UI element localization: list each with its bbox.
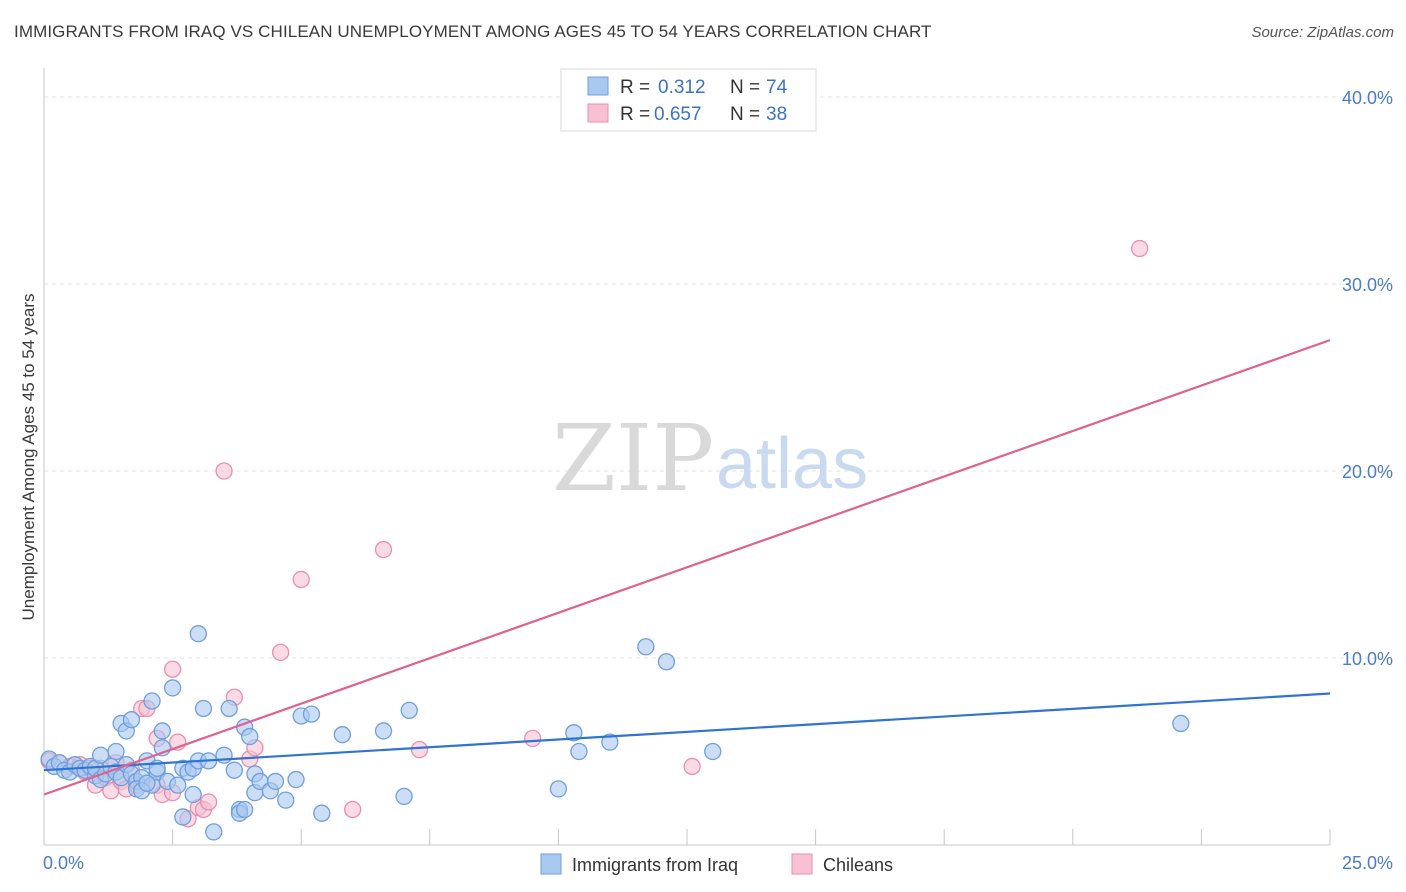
iraq-point-27 [122, 711, 141, 729]
watermark-zip: ZIP [552, 405, 714, 512]
trend-layer [43, 339, 1331, 796]
iraq-point-74 [637, 638, 655, 656]
iraq-point-36 [163, 679, 182, 697]
x-tick-labels: 0.0% 25.0% [43, 853, 1393, 873]
chilean-point-32 [292, 570, 310, 589]
correlation-legend: R = 0.312 N = 74 R = 0.657 N = 38 [560, 68, 817, 132]
chilean-point-35 [410, 740, 429, 759]
iraq-point-33 [153, 722, 171, 740]
chart-title: IMMIGRANTS FROM IRAQ VS CHILEAN UNEMPLOY… [14, 22, 932, 41]
iraq-point-47 [205, 823, 223, 841]
iraq-point-55 [241, 727, 259, 746]
iraq-point-49 [220, 699, 238, 718]
x-tick-label-1: 25.0% [1342, 853, 1393, 873]
legend-r-value-1: 0.312 [658, 77, 706, 98]
iraq-point-31 [143, 692, 161, 710]
iraq-point-50 [225, 761, 243, 779]
chart-source: Source: ZipAtlas.com [1251, 24, 1394, 41]
bottom-legend-swatch-chileans [791, 853, 813, 875]
legend-swatch-pink [587, 103, 609, 123]
legend-n-value-1: 74 [766, 77, 788, 98]
chilean-point-36 [524, 729, 542, 748]
bottom-legend-swatch-iraq [540, 853, 562, 875]
iraq-point-67 [374, 722, 393, 740]
iraq-point-54 [235, 800, 254, 819]
legend-n-label-2: N = [730, 104, 760, 125]
iraq-point-24 [107, 742, 125, 761]
y-tick-label-2: 30.0% [1342, 275, 1393, 295]
chilean-point-20 [163, 660, 182, 678]
y-tick-label-3: 40.0% [1342, 88, 1393, 108]
points-layer [40, 239, 1190, 841]
y-tick-label-0: 10.0% [1342, 649, 1393, 669]
legend-n-label-1: N = [730, 77, 760, 98]
iraq-point-44 [189, 625, 207, 643]
chilean-point-27 [215, 462, 233, 480]
iraq-point-45 [194, 699, 213, 718]
chilean-point-31 [271, 643, 290, 662]
iraq-trend-line [43, 692, 1331, 772]
y-tick-label-1: 20.0% [1342, 462, 1393, 482]
watermark-atlas: atlas [716, 424, 868, 504]
iraq-point-61 [277, 791, 295, 809]
iraq-point-72 [570, 742, 588, 761]
iraq-point-68 [395, 787, 413, 806]
iraq-point-77 [1172, 714, 1190, 733]
iraq-point-73 [601, 733, 619, 751]
y-tick-labels: 10.0% 20.0% 30.0% 40.0% [1342, 88, 1393, 669]
iraq-point-75 [657, 653, 676, 671]
bottom-legend-label-iraq: Immigrants from Iraq [572, 855, 738, 875]
watermark: ZIP atlas [552, 405, 868, 512]
chilean-point-34 [374, 540, 393, 559]
iraq-point-30 [138, 774, 156, 792]
legend-n-value-2: 38 [766, 104, 787, 125]
legend-swatch-blue [587, 76, 609, 96]
bottom-legend-label-chileans: Chileans [823, 855, 893, 875]
legend-r-label-1: R = [620, 77, 650, 98]
series-legend: Immigrants from Iraq Chileans [540, 853, 893, 875]
iraq-point-23 [91, 746, 110, 764]
iraq-point-37 [169, 776, 187, 794]
iraq-point-66 [333, 726, 352, 744]
axes-layer [43, 68, 1331, 846]
iraq-point-64 [302, 705, 321, 723]
iraq-point-76 [704, 742, 722, 761]
chilean-point-33 [343, 800, 362, 819]
iraq-point-60 [266, 772, 285, 791]
chilean-point-37 [683, 757, 701, 776]
legend-r-label-2: R = [620, 104, 650, 125]
chilean-point-38 [1131, 239, 1149, 258]
iraq-point-41 [184, 785, 202, 804]
legend-r-value-2: 0.657 [654, 104, 702, 125]
iraq-point-70 [549, 780, 568, 798]
chilean-trend-line [43, 339, 1331, 796]
iraq-point-62 [287, 770, 305, 789]
iraq-point-39 [174, 808, 192, 826]
iraq-point-69 [400, 701, 418, 720]
chilean-point-26 [199, 793, 218, 811]
iraq-point-71 [565, 724, 583, 742]
y-axis-title: Unemployment Among Ages 45 to 54 years [19, 294, 38, 621]
iraq-point-65 [313, 804, 331, 822]
x-tick-label-0: 0.0% [43, 853, 84, 873]
